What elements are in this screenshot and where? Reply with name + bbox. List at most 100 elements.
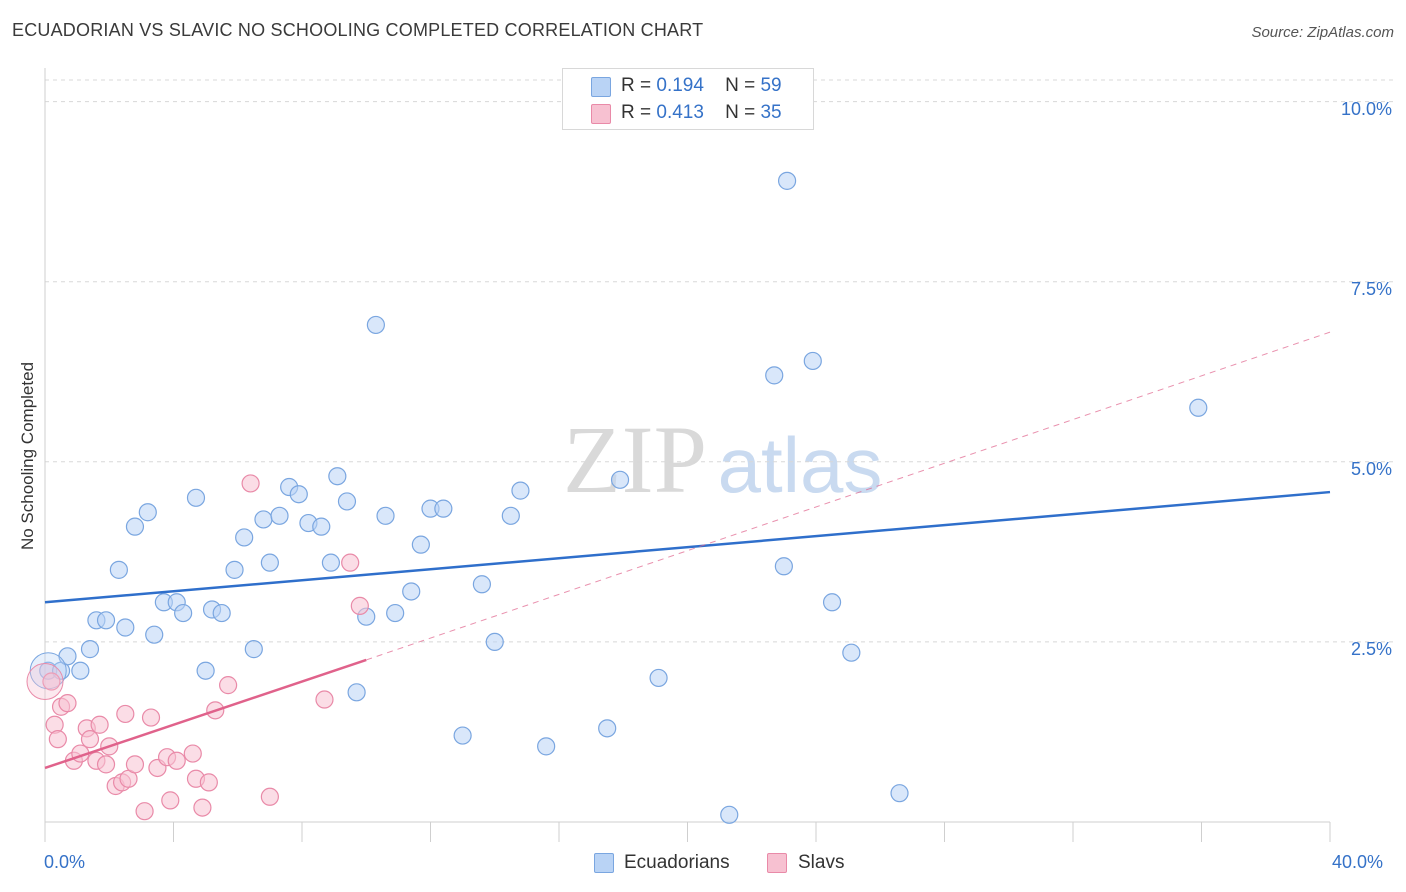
ecuadorian-point bbox=[598, 719, 617, 738]
ecuadorian-point bbox=[411, 535, 430, 554]
r-label: R = bbox=[621, 102, 652, 123]
n-value: 35 bbox=[760, 102, 782, 123]
r-value: 0.413 bbox=[656, 102, 704, 123]
ecuadorian-point bbox=[96, 611, 116, 630]
ecuadorian-point bbox=[225, 560, 244, 579]
slavs-trend-extension bbox=[366, 331, 1331, 661]
ecuadorian-point bbox=[610, 470, 630, 489]
ecuadorian-point bbox=[777, 171, 797, 190]
ecuadorian-point bbox=[803, 351, 822, 371]
slav-point bbox=[350, 596, 369, 615]
ecuadorian-point bbox=[537, 737, 556, 756]
ecuadorian-point bbox=[244, 640, 263, 659]
slav-point bbox=[125, 755, 145, 774]
ecuadorian-point bbox=[842, 643, 861, 662]
slav-point-cluster bbox=[26, 663, 64, 701]
bottom-legend-swatch-ecuadorians bbox=[594, 853, 614, 873]
ecuadorian-point bbox=[212, 603, 231, 623]
slav-point bbox=[183, 744, 202, 763]
bottom-legend-swatch-slavs bbox=[767, 853, 787, 873]
ecuadorian-point bbox=[80, 640, 100, 659]
slav-point bbox=[241, 474, 260, 493]
r-label: R = bbox=[621, 75, 652, 96]
y-tick-label: 5.0% bbox=[1350, 458, 1392, 479]
ecuadorian-point bbox=[386, 603, 405, 623]
source-credit: Source: ZipAtlas.com bbox=[1251, 24, 1394, 41]
ecuadorian-point bbox=[138, 503, 157, 522]
ecuadorian-point bbox=[649, 668, 668, 688]
ecuadorian-point bbox=[116, 618, 135, 637]
slav-point bbox=[219, 676, 238, 695]
ecuadorian-point bbox=[174, 603, 193, 623]
ecuadorian-point bbox=[366, 315, 385, 335]
slav-point bbox=[167, 751, 186, 770]
watermark-zip: ZIP bbox=[563, 406, 707, 513]
ecuadorian-point bbox=[196, 661, 215, 680]
ecuadorian-point bbox=[260, 553, 279, 572]
ecuadorian-point bbox=[71, 661, 90, 680]
slav-point bbox=[199, 773, 218, 792]
slav-point bbox=[141, 708, 161, 727]
slav-point bbox=[193, 798, 212, 817]
slav-point bbox=[341, 553, 360, 572]
watermark-atlas: atlas bbox=[718, 421, 883, 509]
slav-point bbox=[135, 802, 154, 821]
bottom-legend-slavs: Slavs bbox=[798, 852, 845, 873]
ecuadorian-point bbox=[289, 485, 308, 504]
ecuadorian-point bbox=[511, 481, 530, 500]
x-tick-label-max: 40.0% bbox=[1332, 852, 1384, 872]
ecuadorians-trend-line bbox=[44, 490, 1331, 604]
y-tick-label: 7.5% bbox=[1350, 278, 1392, 299]
x-tick-label-min: 0.0% bbox=[44, 852, 86, 872]
ecuadorian-point bbox=[145, 625, 164, 644]
ecuadorian-point bbox=[376, 506, 395, 525]
ecuadorian-point bbox=[312, 517, 331, 536]
r-value: 0.194 bbox=[656, 75, 704, 96]
slav-point bbox=[260, 787, 279, 806]
ecuadorian-point bbox=[109, 560, 128, 579]
slav-point bbox=[90, 715, 109, 734]
legend-swatch-slavs bbox=[591, 104, 611, 124]
trend-lines bbox=[44, 331, 1331, 770]
ecuadorian-point bbox=[434, 499, 453, 518]
ecuadorian-point bbox=[472, 575, 491, 594]
ecuadorian-point bbox=[125, 517, 145, 536]
ecuadorian-point bbox=[321, 553, 341, 572]
chart-title: ECUADORIAN VS SLAVIC NO SCHOOLING COMPLE… bbox=[12, 20, 704, 40]
ecuadorian-point bbox=[485, 632, 504, 652]
ecuadorian-point bbox=[765, 366, 784, 385]
slav-point bbox=[58, 694, 77, 713]
ecuadorian-point bbox=[186, 488, 206, 507]
ecuadorian-point bbox=[774, 557, 793, 576]
ecuadorian-point bbox=[235, 528, 254, 547]
y-tick-label: 2.5% bbox=[1350, 638, 1392, 659]
slav-point bbox=[42, 672, 61, 691]
bottom-legend-ecuadorians: Ecuadorians bbox=[624, 852, 730, 873]
grid-lines bbox=[45, 79, 1395, 643]
ecuadorian-point bbox=[328, 467, 347, 486]
ecuadorian-point bbox=[402, 582, 421, 601]
legend-row-slavs: R = 0.413 N = 35 bbox=[621, 102, 782, 124]
slavs-trend-line bbox=[44, 658, 367, 770]
legend-swatch-ecuadorians bbox=[591, 77, 611, 97]
ecuadorian-point bbox=[890, 784, 909, 803]
slav-point bbox=[315, 690, 334, 709]
y-tick-label: 10.0% bbox=[1340, 98, 1392, 119]
ecuadorian-point bbox=[270, 506, 289, 525]
ecuadorian-point bbox=[501, 506, 520, 525]
slav-point bbox=[48, 730, 67, 749]
ecuadorian-point bbox=[720, 805, 739, 824]
ecuadorian-point bbox=[347, 683, 366, 702]
slav-point bbox=[116, 704, 135, 724]
slavs-points bbox=[26, 474, 369, 821]
stats-legend: R = 0.194 N = 59 R = 0.413 N = 35 bbox=[562, 68, 814, 130]
ecuadorian-point bbox=[1189, 398, 1208, 417]
slav-point bbox=[96, 755, 116, 774]
n-value: 59 bbox=[760, 75, 782, 96]
n-label: N = bbox=[725, 102, 756, 123]
legend-row-ecuadorians: R = 0.194 N = 59 bbox=[621, 75, 782, 97]
ecuadorian-point bbox=[254, 510, 273, 529]
ecuadorian-point bbox=[453, 726, 472, 745]
slav-point bbox=[80, 730, 100, 749]
